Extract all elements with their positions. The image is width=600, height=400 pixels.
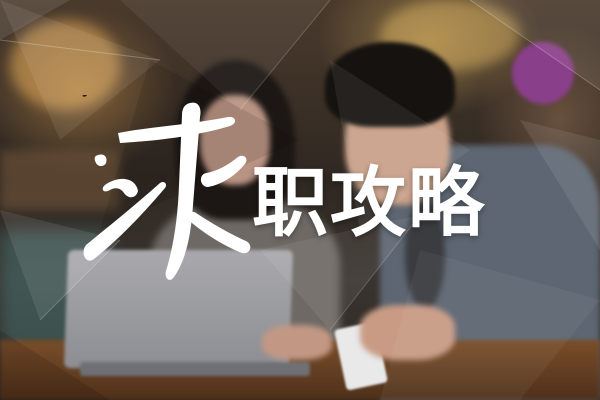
overlay-shape	[260, 215, 420, 330]
overlay-shape	[380, 250, 600, 400]
overlay-shape	[0, 0, 160, 140]
background-light	[10, 20, 120, 110]
overlay-shape	[0, 0, 70, 40]
overlay-shape	[0, 330, 110, 400]
man-hand	[360, 305, 455, 360]
overlay-shape	[520, 120, 600, 250]
woman-hand	[262, 325, 332, 360]
overlay-shape	[100, 60, 300, 230]
svg-text:求: 求	[78, 95, 94, 99]
laptop-base	[80, 362, 310, 376]
banner-title: 职攻略	[252, 158, 486, 247]
purple-ball	[512, 42, 574, 104]
overlay-shape	[330, 60, 470, 230]
man-hair	[325, 42, 455, 127]
overlay-shape	[120, 0, 330, 110]
overlay-shape	[470, 0, 600, 90]
man-shirt	[405, 200, 445, 310]
overlay-shape	[0, 210, 120, 320]
calligraphy-qiu: 求	[78, 95, 251, 280]
